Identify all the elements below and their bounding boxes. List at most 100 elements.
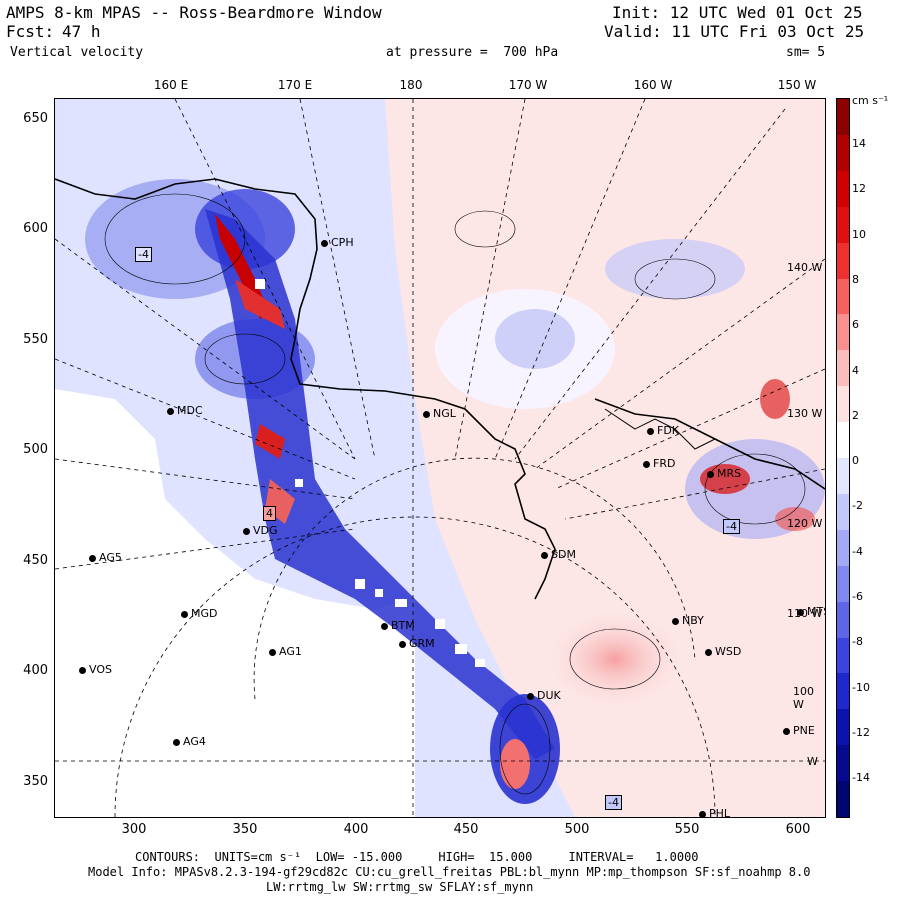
lon-label: 170 W (508, 78, 548, 92)
station-marker[interactable]: NBY (672, 614, 704, 627)
station-marker[interactable]: MGD (181, 607, 218, 620)
station-marker[interactable]: GRM (399, 637, 435, 650)
station-marker[interactable]: WSD (705, 645, 741, 658)
model-info: Model Info: MPASv8.2.3-194-gf29cd82c CU:… (88, 865, 811, 879)
contour-label-box: -4 (135, 247, 152, 262)
lon-label: 180 (399, 78, 423, 92)
colorbar-segment (837, 565, 849, 603)
station-marker[interactable]: FRD (643, 457, 675, 470)
station-dot-icon (167, 407, 174, 415)
station-marker[interactable]: MRS (707, 467, 741, 480)
masked-terrain (55, 389, 415, 817)
station-label: MRS (717, 467, 742, 480)
station-marker[interactable]: VOS (79, 663, 112, 676)
x-tick: 350 (232, 822, 258, 837)
y-tick: 550 (23, 332, 48, 347)
updraft-region (500, 739, 530, 789)
downdraft-region (495, 309, 575, 369)
colorbar-segment (837, 673, 849, 710)
colorbar-segment (837, 170, 849, 208)
smoothing-value: sm= 5 (786, 45, 826, 60)
x-tick: 500 (564, 822, 590, 837)
station-marker[interactable]: VDG (243, 524, 278, 537)
station-label: GRM (409, 637, 435, 650)
station-marker[interactable]: CPH (321, 236, 354, 249)
station-marker[interactable]: MDC (167, 404, 203, 417)
colorbar-tick: -4 (852, 544, 863, 558)
station-marker[interactable]: FDK (647, 424, 679, 437)
station-label: VDG (253, 524, 278, 537)
station-marker[interactable]: SDM (541, 548, 576, 561)
colorbar-segment (837, 529, 849, 567)
station-dot-icon (541, 551, 548, 559)
colorbar-segment (837, 422, 849, 459)
colorbar-segment (837, 386, 849, 423)
field-name: Vertical velocity (10, 45, 144, 60)
station-label: DUK (537, 689, 561, 702)
station-label: FDK (657, 424, 680, 437)
colorbar-tick: 6 (852, 318, 859, 332)
colorbar-tick: -8 (852, 635, 863, 649)
station-marker[interactable]: BTM (381, 619, 415, 632)
contour-label-box: -4 (723, 519, 740, 534)
y-tick: 600 (23, 221, 48, 236)
mountain-updraft-band (235, 279, 285, 329)
station-dot-icon (643, 460, 650, 468)
mountain-downdraft-band (205, 209, 555, 759)
coastline (604, 408, 716, 450)
colorbar-tick: 14 (852, 137, 866, 150)
init-time: Init: 12 UTC Wed 01 Oct 25 (612, 3, 863, 22)
station-dot-icon (783, 727, 790, 735)
station-label: MDC (177, 404, 203, 417)
station-marker[interactable]: AG5 (89, 551, 122, 564)
updraft-region (760, 379, 790, 419)
forecast-hour: 47 h (62, 22, 101, 41)
lon-label: 140 W (787, 261, 823, 274)
downdraft-region (605, 239, 745, 299)
x-tick: 450 (453, 822, 479, 837)
station-label: MGD (191, 607, 218, 620)
forecast-label: Fcst: (6, 22, 55, 41)
station-dot-icon (672, 617, 679, 625)
colorbar-tick: 2 (852, 408, 859, 422)
station-marker[interactable]: NGL (423, 407, 456, 420)
x-tick: 600 (785, 822, 811, 837)
map-canvas (55, 99, 825, 817)
station-dot-icon (173, 738, 180, 746)
colorbar-tick: 10 (852, 227, 866, 241)
colorbar-tick: -14 (852, 771, 870, 785)
colorbar-tick: 12 (852, 182, 866, 196)
station-dot-icon (243, 527, 250, 535)
lon-label: 170 E (277, 78, 313, 92)
colorbar-segment (837, 709, 849, 746)
station-dot-icon (381, 622, 388, 630)
colorbar-unit: cm s⁻¹ (852, 94, 889, 107)
y-tick: 350 (23, 774, 48, 789)
colorbar-segment (837, 242, 849, 279)
station-label: BTM (391, 619, 415, 632)
lon-label: 150 W (777, 78, 817, 92)
station-marker[interactable]: PNE (783, 724, 815, 737)
station-label: AG1 (279, 645, 302, 658)
station-marker[interactable]: AG4 (173, 735, 206, 748)
x-tick: 300 (121, 822, 147, 837)
colorbar-segment (837, 745, 849, 782)
updraft-region (545, 609, 685, 709)
station-marker[interactable]: MTS (797, 605, 825, 618)
station-marker[interactable]: DUK (527, 689, 561, 702)
station-dot-icon (321, 239, 328, 247)
colorbar-tick: 0 (852, 454, 859, 468)
station-marker[interactable]: PHL (699, 807, 730, 817)
station-marker[interactable]: AG1 (269, 645, 302, 658)
contour-label-box: -4 (605, 795, 622, 810)
station-label: AG4 (183, 735, 206, 748)
model-info-physics: LW:rrtmg_lw SW:rrtmg_sw SFLAY:sf_mynn (266, 880, 534, 894)
colorbar-tick: -12 (852, 725, 870, 739)
station-dot-icon (423, 410, 430, 418)
mountain-updraft-band (255, 424, 285, 459)
station-dot-icon (647, 427, 654, 435)
colorbar-segment (837, 134, 849, 172)
valid-time: Valid: 11 UTC Fri 03 Oct 25 (604, 22, 865, 41)
colorbar (836, 98, 850, 818)
colorbar-tick: 8 (852, 272, 859, 286)
